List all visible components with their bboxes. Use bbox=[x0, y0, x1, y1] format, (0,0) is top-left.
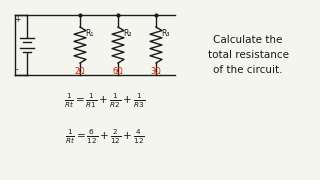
Text: R₃: R₃ bbox=[161, 29, 170, 38]
Text: +: + bbox=[14, 15, 20, 24]
Text: R₁: R₁ bbox=[85, 29, 93, 38]
Text: 6Ω: 6Ω bbox=[113, 67, 124, 76]
Text: $\frac{1}{Rt} = \frac{6}{12} + \frac{2}{12} + \frac{4}{12}$: $\frac{1}{Rt} = \frac{6}{12} + \frac{2}{… bbox=[65, 128, 145, 147]
Text: R₂: R₂ bbox=[123, 29, 132, 38]
Text: 3Ω: 3Ω bbox=[151, 67, 161, 76]
Text: 2Ω: 2Ω bbox=[75, 67, 85, 76]
Text: Calculate the
total resistance
of the circuit.: Calculate the total resistance of the ci… bbox=[207, 35, 289, 75]
Text: -: - bbox=[16, 66, 18, 75]
Text: $\frac{1}{Rt} = \frac{1}{R1} + \frac{1}{R2} + \frac{1}{R3}$: $\frac{1}{Rt} = \frac{1}{R1} + \frac{1}{… bbox=[65, 92, 146, 111]
